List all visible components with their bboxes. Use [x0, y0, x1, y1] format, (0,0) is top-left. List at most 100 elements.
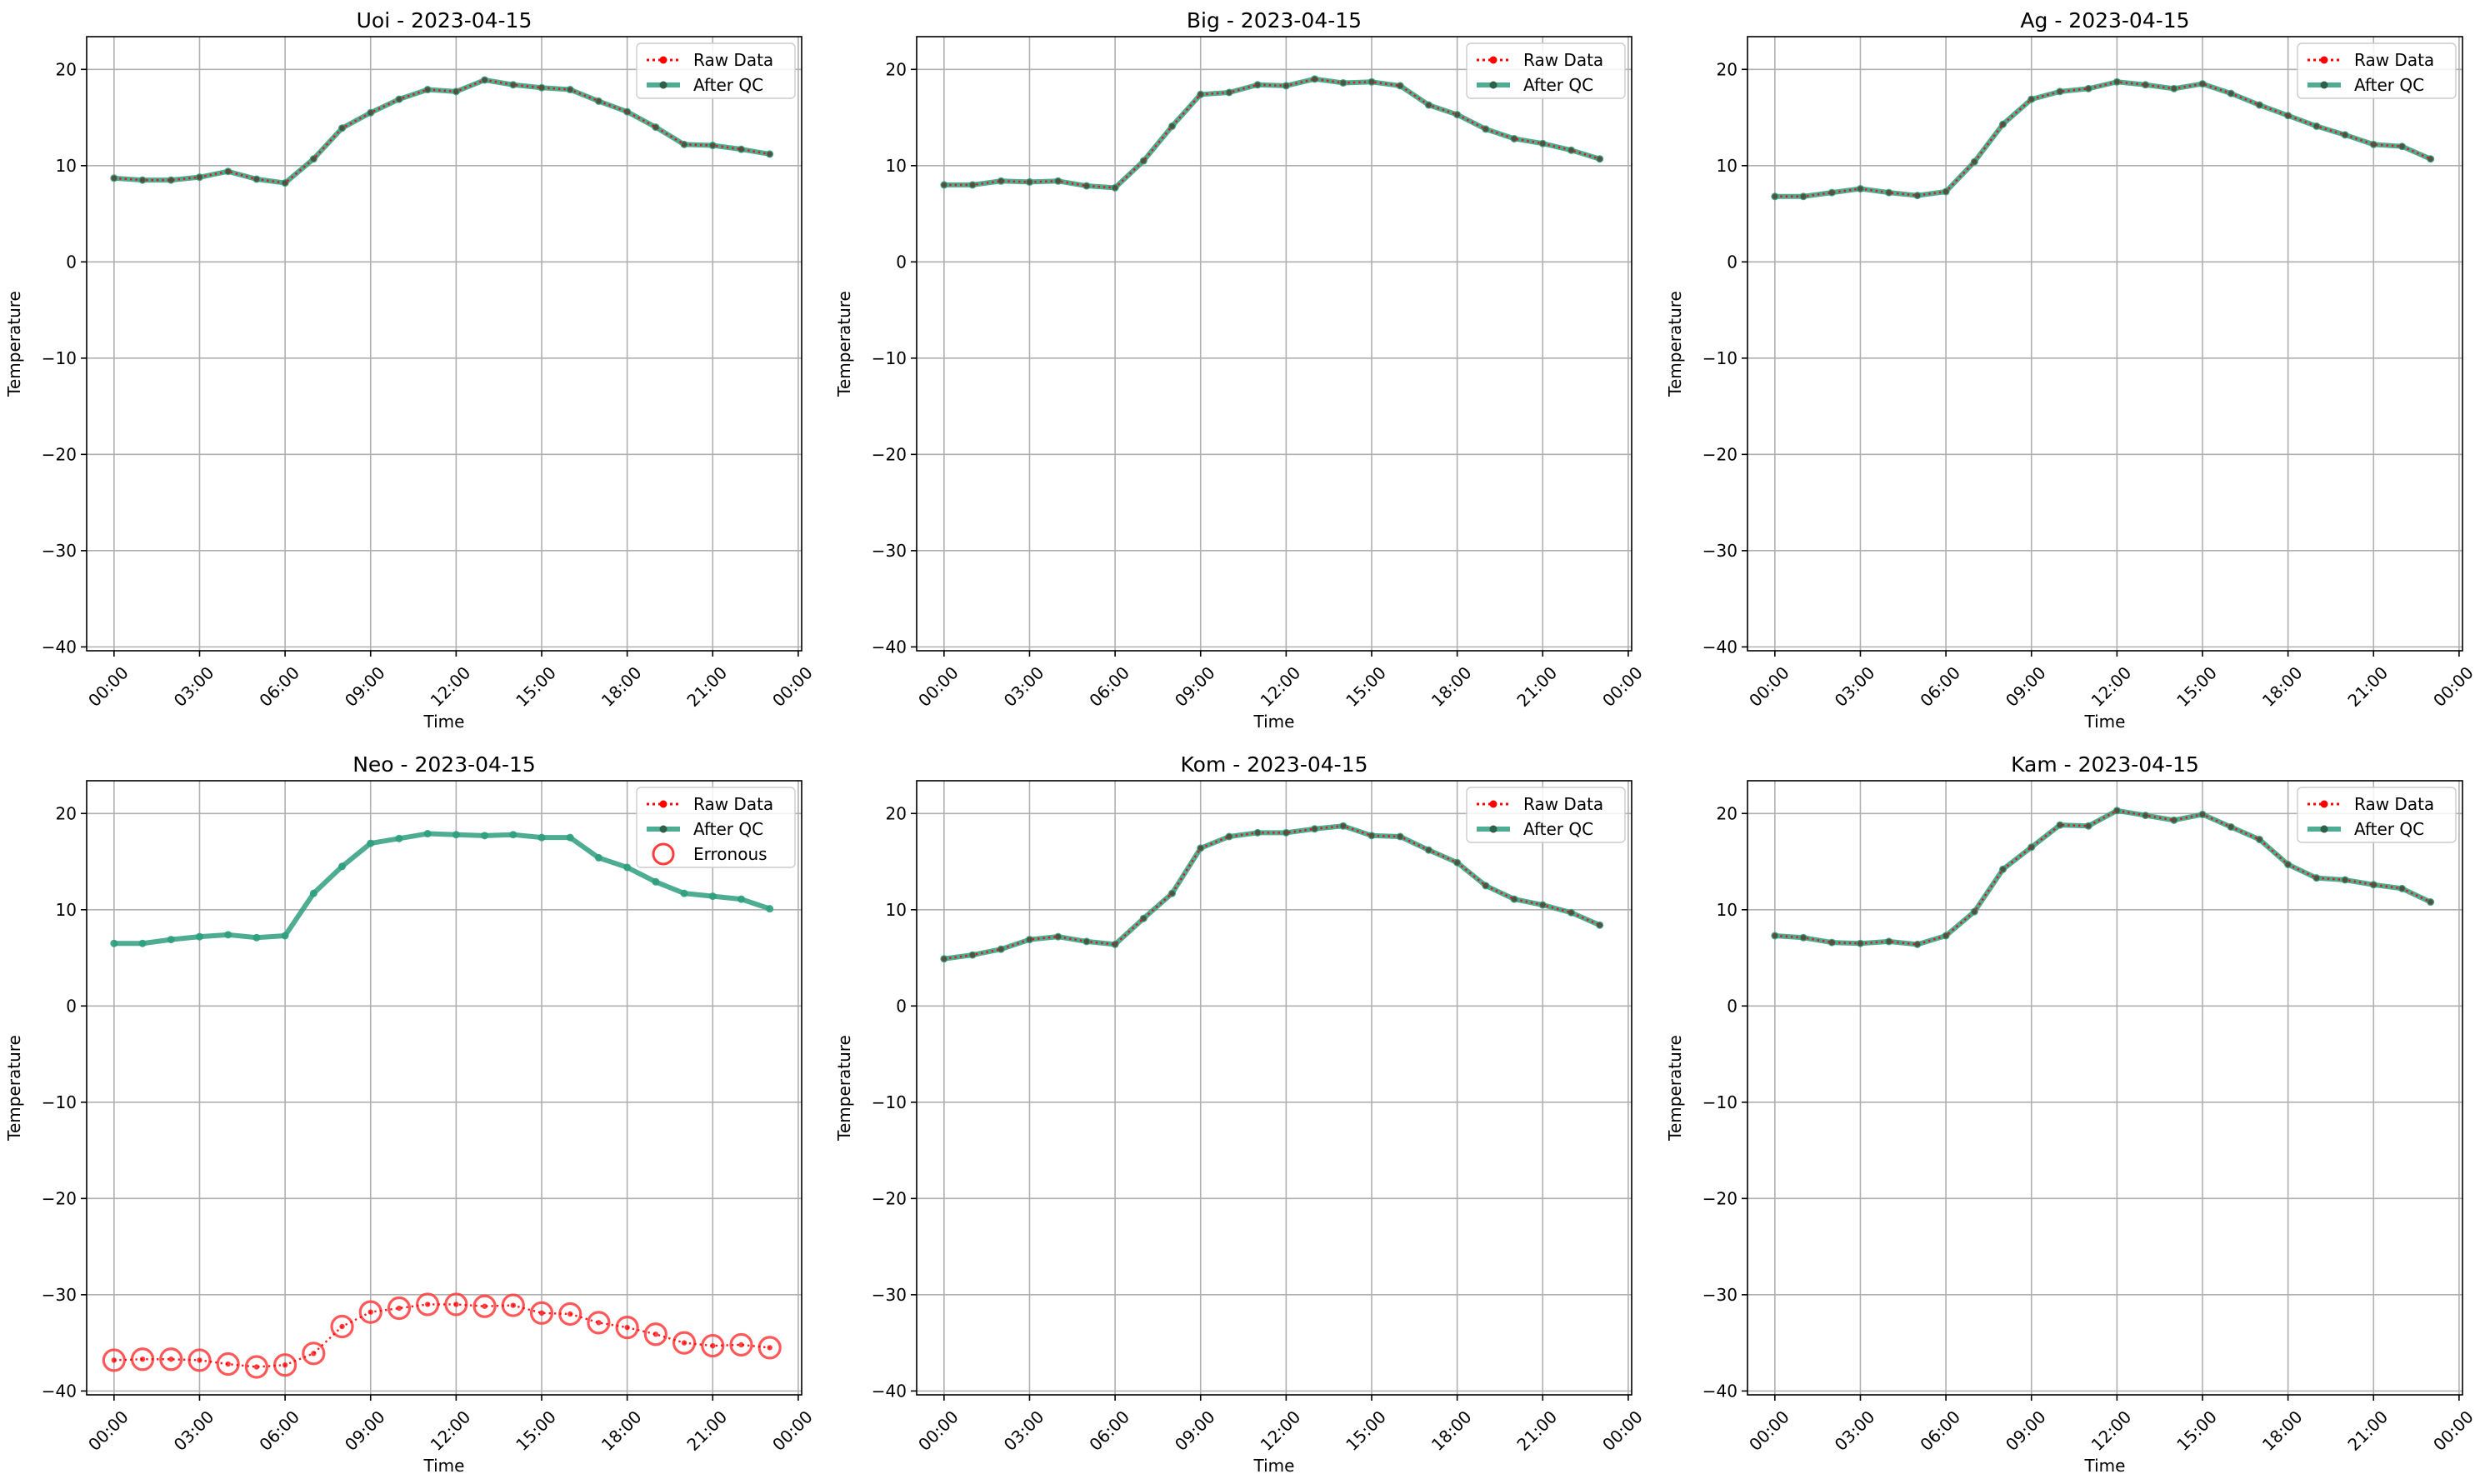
x-tick-label: 06:00: [1916, 1407, 1964, 1455]
x-tick-label: 12:00: [2088, 1407, 2136, 1455]
after-qc-line: [113, 831, 771, 947]
overlap-point: [1511, 136, 1518, 142]
overlap-point: [2171, 817, 2177, 823]
overlap-point: [1283, 82, 1289, 89]
y-tick-label: 20: [1717, 803, 1738, 823]
overlap-point: [111, 175, 118, 182]
x-tick-label: 00:00: [1745, 1407, 1793, 1455]
overlap-point: [1914, 942, 1921, 947]
after-qc-point: [309, 889, 318, 897]
after-qc-point: [338, 862, 347, 871]
overlap-point: [1511, 896, 1518, 902]
after-qc-point: [423, 830, 432, 838]
after-qc-line: [113, 77, 771, 186]
legend-raw-marker: [1489, 56, 1498, 64]
x-tick-label: 00:00: [84, 662, 132, 711]
overlap-point: [2000, 121, 2006, 127]
y-tick-label: −20: [1702, 444, 1738, 464]
erroneous-marker: [643, 1322, 668, 1347]
subplot-title: Uoi - 2023-04-15: [357, 8, 532, 32]
overlap-point: [1942, 188, 1949, 195]
after-qc-point: [281, 932, 289, 940]
overlap-point: [1169, 123, 1175, 129]
x-tick-label: 09:00: [1171, 1407, 1219, 1455]
y-axis-label: Temperature: [1665, 291, 1685, 397]
overlap-point: [1112, 185, 1118, 191]
overlap-point: [624, 108, 630, 115]
y-tick-label: −10: [872, 1092, 907, 1112]
overlap-point: [311, 156, 317, 162]
axes-frame: [1747, 780, 2463, 1396]
y-tick-label: 10: [56, 156, 77, 176]
y-tick-label: −40: [872, 637, 907, 657]
x-tick-label: 18:00: [2258, 1407, 2307, 1455]
x-tick-label: 12:00: [427, 662, 475, 711]
raw-data-point: [424, 1302, 431, 1307]
overlap-point: [2428, 156, 2433, 162]
legend: Raw Data After QC: [2297, 42, 2457, 99]
overlap-point: [1829, 939, 1835, 946]
subplot-title: Kam - 2023-04-15: [2011, 752, 2199, 777]
overlap-point: [396, 96, 402, 102]
y-tick-label: 10: [886, 900, 907, 920]
x-tick-label: 00:00: [1598, 1407, 1647, 1455]
overlap-point: [1055, 933, 1061, 940]
raw-data-point: [738, 1342, 744, 1348]
overlap-point: [1027, 179, 1032, 185]
legend: Raw Data After QC: [1466, 787, 1626, 843]
y-tick-label: −40: [1702, 1381, 1738, 1401]
overlap-point: [510, 82, 516, 87]
y-tick-label: 20: [886, 803, 907, 823]
raw-data-point: [339, 1323, 345, 1330]
after-qc-point: [252, 933, 261, 942]
plot-area: [940, 75, 1604, 192]
after-qc-point: [395, 834, 403, 842]
x-tick-label: 15:00: [2172, 662, 2221, 711]
overlap-point: [2399, 886, 2405, 892]
overlap-point: [253, 176, 260, 182]
legend-err-label: Erronous: [693, 844, 768, 864]
erroneous-marker: [159, 1347, 183, 1372]
y-tick-label: −20: [872, 444, 907, 464]
x-tick-label: 00:00: [2429, 1407, 2478, 1455]
overlap-point: [1942, 932, 1949, 939]
x-tick-label: 03:00: [1831, 662, 1879, 711]
legend-qc-marker: [1489, 825, 1498, 833]
overlap-point: [1454, 112, 1460, 117]
overlap-point: [2313, 123, 2320, 129]
x-axis-label: Time: [1253, 712, 1295, 732]
y-tick-label: −40: [1702, 637, 1738, 657]
legend-qc-label: After QC: [693, 819, 763, 839]
overlap-point: [568, 87, 573, 92]
legend: Raw Data After QC Erronous: [636, 787, 796, 868]
overlap-point: [1568, 910, 1574, 916]
overlap-point: [1540, 902, 1546, 908]
overlap-point: [1972, 908, 1978, 915]
y-tick-label: 10: [1717, 156, 1738, 176]
overlap-point: [2142, 812, 2148, 818]
overlap-point: [2257, 102, 2262, 108]
axes-frame: [86, 36, 802, 652]
x-tick-label: 12:00: [1257, 1407, 1305, 1455]
overlap-point: [168, 177, 174, 183]
y-tick-label: −40: [872, 1381, 907, 1401]
x-axis-label: Time: [2084, 712, 2126, 732]
grid: [87, 781, 802, 1395]
overlap-point: [282, 180, 288, 186]
erroneous-marker: [102, 1348, 126, 1372]
y-tick-label: 10: [56, 900, 77, 920]
y-tick-label: −20: [872, 1188, 907, 1208]
subplot-kam: 00:00 03:00 06:00 09:00 12:00 15:00 18:00 21:00…: [1665, 752, 2478, 1476]
raw-data-point: [710, 1342, 716, 1349]
y-tick-label: −10: [42, 1092, 77, 1112]
y-axis-label: Temperature: [834, 1035, 854, 1142]
erroneous-marker: [330, 1314, 354, 1339]
legend-box: [636, 787, 796, 868]
after-qc-point: [652, 877, 660, 886]
legend-qc-marker: [1489, 81, 1498, 89]
x-tick-label: 06:00: [1085, 1407, 1133, 1455]
legend: Raw Data After QC: [636, 42, 796, 99]
after-qc-line: [1774, 807, 2432, 947]
x-tick-label: 18:00: [1428, 662, 1476, 711]
